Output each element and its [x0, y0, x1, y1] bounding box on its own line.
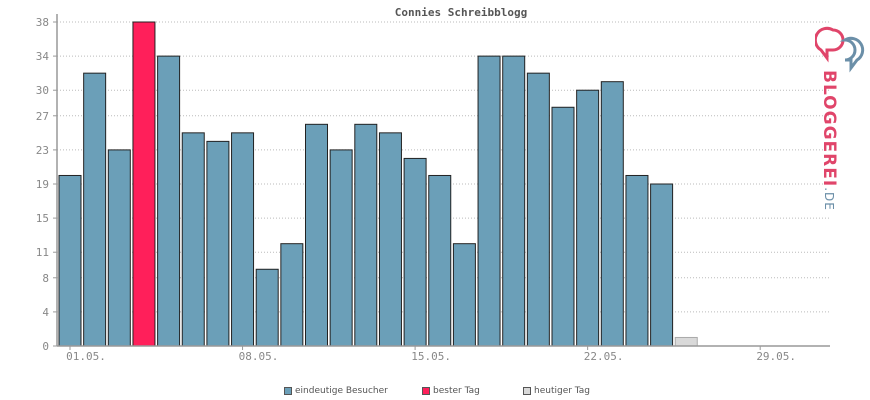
bar — [378, 132, 402, 347]
bar — [600, 81, 624, 347]
logo-text-suffix: .DE — [822, 187, 836, 211]
y-tick-label: 19 — [36, 178, 49, 191]
bar — [625, 174, 649, 347]
legend-swatch-visitors — [284, 387, 292, 395]
bar — [551, 106, 575, 347]
legend-label-best: bester Tag — [433, 386, 480, 396]
bar — [428, 174, 452, 347]
y-tick-label: 0 — [42, 340, 49, 353]
x-axis-labels: 01.05. 08.05. 15.05. 22.05. 29.05. — [66, 346, 796, 363]
bar — [354, 123, 378, 347]
x-tick-label: 01.05. — [66, 350, 106, 363]
bar — [255, 268, 279, 347]
legend-label-today: heutiger Tag — [534, 386, 591, 396]
y-tick-label: 11 — [36, 246, 49, 259]
bar — [329, 149, 353, 347]
bar — [280, 243, 304, 347]
bar — [403, 157, 427, 347]
x-tick-label: 08.05. — [239, 350, 279, 363]
y-tick-label: 27 — [36, 110, 49, 123]
legend-swatch-today — [523, 387, 531, 395]
bar — [58, 174, 82, 347]
bar — [206, 140, 230, 347]
bar — [502, 55, 526, 347]
x-tick-label: 22.05. — [584, 350, 624, 363]
y-axis-labels: 0 4 8 11 15 19 23 27 30 34 38 — [36, 16, 50, 353]
legend-item-visitors: eindeutige Besucher — [284, 386, 388, 396]
y-tick-label: 23 — [36, 144, 49, 157]
bar — [107, 149, 131, 347]
x-tick-label: 29.05. — [756, 350, 796, 363]
x-tick-label: 15.05. — [411, 350, 451, 363]
bar — [231, 132, 255, 347]
legend-item-best: bester Tag — [422, 386, 480, 396]
bar — [477, 55, 501, 347]
y-tick-label: 34 — [36, 50, 50, 63]
bar — [576, 89, 600, 347]
legend-label-visitors: eindeutige Besucher — [295, 386, 388, 396]
y-tick-label: 38 — [36, 16, 49, 29]
bar-best-day — [132, 21, 156, 347]
bar — [305, 123, 328, 347]
bar — [157, 55, 181, 347]
y-tick-label: 30 — [36, 84, 49, 97]
axes — [56, 14, 830, 347]
bar-today — [674, 336, 698, 347]
bar — [526, 72, 550, 347]
legend: eindeutige Besucher bester Tag heutiger … — [0, 386, 870, 398]
legend-swatch-best — [422, 387, 430, 395]
y-tick-label: 8 — [42, 272, 49, 285]
bloggerei-logo-text: BLOGGEREI.DE — [819, 70, 839, 211]
y-tick-label: 15 — [36, 212, 49, 225]
logo-text-main: BLOGGEREI — [819, 70, 839, 188]
bar — [181, 132, 205, 347]
y-tick-label: 4 — [42, 306, 49, 319]
bar — [650, 183, 674, 347]
legend-item-today: heutiger Tag — [523, 386, 590, 396]
bloggerei-logo-icon — [813, 26, 865, 73]
bloggerei-logo — [813, 18, 870, 218]
bar — [83, 72, 107, 347]
chart-title: Connies Schreibblogg — [395, 6, 527, 19]
bar — [452, 243, 476, 347]
